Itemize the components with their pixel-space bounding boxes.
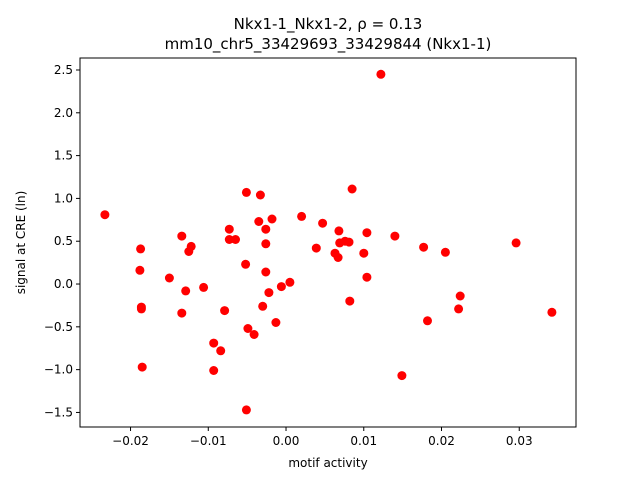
data-points bbox=[100, 69, 557, 415]
data-point bbox=[333, 253, 343, 262]
data-point bbox=[264, 288, 274, 298]
plot-frame bbox=[79, 57, 577, 428]
data-point bbox=[209, 338, 219, 348]
y-tick-label: −1.0 bbox=[44, 363, 73, 377]
data-point bbox=[241, 405, 251, 415]
data-point bbox=[261, 239, 271, 249]
y-tick-label: −1.5 bbox=[44, 405, 73, 419]
data-point bbox=[347, 184, 357, 194]
data-point bbox=[345, 296, 355, 306]
data-point bbox=[311, 243, 321, 253]
x-tick-label: 0.03 bbox=[506, 434, 533, 448]
data-point bbox=[297, 211, 307, 221]
y-tick-label: 0.5 bbox=[54, 234, 73, 248]
data-point bbox=[136, 244, 146, 254]
data-point bbox=[359, 248, 369, 258]
y-axis-ticks: −1.5 −1.0 −0.5 0.0 0.5 1.0 1.5 2.0 2.5 bbox=[44, 63, 80, 419]
data-point bbox=[344, 237, 354, 247]
x-tick-label: 0.02 bbox=[428, 434, 455, 448]
data-point bbox=[220, 306, 230, 316]
data-point bbox=[440, 247, 450, 257]
y-tick-label: 2.5 bbox=[54, 63, 73, 77]
data-point bbox=[216, 346, 226, 356]
data-point bbox=[181, 286, 191, 296]
data-point bbox=[397, 371, 407, 381]
y-axis-label: signal at CRE (ln) bbox=[14, 191, 28, 295]
data-point bbox=[390, 231, 400, 241]
data-point bbox=[224, 235, 234, 244]
data-point bbox=[243, 324, 253, 333]
data-point bbox=[164, 273, 174, 283]
data-point bbox=[547, 307, 557, 317]
data-point bbox=[254, 217, 264, 226]
data-point bbox=[362, 228, 372, 238]
chart-title-line2: mm10_chr5_33429693_33429844 (Nkx1-1) bbox=[165, 35, 492, 54]
data-point bbox=[241, 187, 251, 197]
x-axis-ticks: −0.02 −0.01 0.00 0.01 0.02 0.03 bbox=[112, 427, 533, 448]
data-point bbox=[376, 69, 386, 79]
data-point bbox=[135, 265, 145, 275]
data-point bbox=[224, 224, 234, 234]
y-tick-label: 2.0 bbox=[54, 106, 73, 120]
data-point bbox=[334, 226, 344, 236]
data-point bbox=[199, 282, 209, 292]
data-point bbox=[137, 362, 147, 372]
data-point bbox=[100, 210, 110, 220]
data-point bbox=[423, 316, 432, 326]
data-point bbox=[177, 308, 187, 318]
data-point bbox=[454, 304, 464, 314]
data-point bbox=[261, 267, 271, 277]
x-tick-label: 0.00 bbox=[273, 434, 300, 448]
x-tick-label: 0.01 bbox=[350, 434, 377, 448]
data-point bbox=[419, 242, 429, 252]
data-point bbox=[258, 301, 268, 311]
data-point bbox=[231, 235, 240, 244]
data-point bbox=[318, 218, 328, 228]
data-point bbox=[241, 259, 251, 269]
data-point bbox=[276, 282, 286, 292]
y-tick-label: −0.5 bbox=[44, 320, 73, 334]
y-tick-label: 1.0 bbox=[54, 191, 73, 205]
x-tick-label: −0.01 bbox=[190, 434, 227, 448]
data-point bbox=[511, 238, 521, 248]
data-point bbox=[249, 330, 259, 339]
x-axis-label: motif activity bbox=[288, 456, 367, 470]
data-point bbox=[271, 318, 281, 327]
y-tick-label: 1.5 bbox=[54, 149, 73, 163]
data-point bbox=[267, 214, 277, 224]
data-point bbox=[136, 304, 146, 314]
y-tick-label: 0.0 bbox=[54, 277, 73, 291]
x-tick-label: −0.02 bbox=[112, 434, 149, 448]
data-point bbox=[285, 277, 295, 287]
data-point bbox=[261, 224, 271, 234]
data-point bbox=[186, 241, 196, 251]
data-point bbox=[362, 272, 372, 282]
data-point bbox=[255, 190, 265, 200]
data-point bbox=[209, 366, 219, 375]
chart-title-line1: Nkx1-1_Nkx1-2, ρ = 0.13 bbox=[234, 15, 423, 34]
data-point bbox=[177, 231, 187, 241]
data-point bbox=[455, 291, 465, 301]
